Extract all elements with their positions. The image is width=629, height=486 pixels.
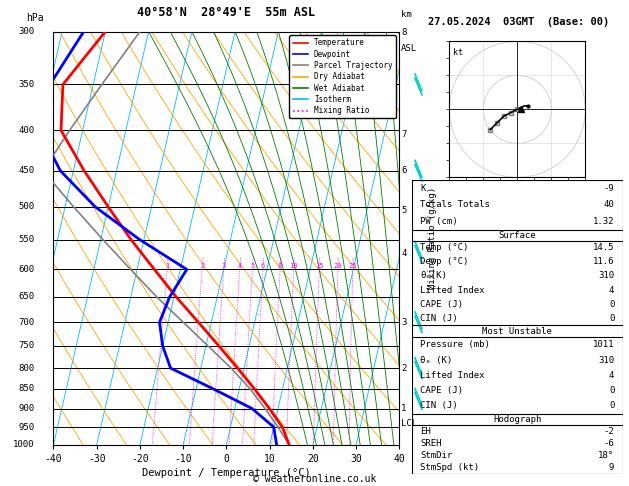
Text: Totals Totals: Totals Totals (420, 200, 490, 209)
X-axis label: Dewpoint / Temperature (°C): Dewpoint / Temperature (°C) (142, 468, 311, 478)
Text: LCL: LCL (401, 419, 417, 428)
Text: 900: 900 (18, 404, 35, 413)
Text: Most Unstable: Most Unstable (482, 327, 552, 336)
Text: kt: kt (453, 48, 463, 57)
Text: 1: 1 (165, 263, 169, 269)
Text: 6: 6 (401, 166, 406, 175)
Text: StmDir: StmDir (420, 451, 453, 460)
Text: 9: 9 (609, 463, 615, 472)
Text: 8: 8 (278, 263, 282, 269)
Text: θₑ(K): θₑ(K) (420, 272, 447, 280)
Text: 500: 500 (18, 202, 35, 211)
Text: PW (cm): PW (cm) (420, 217, 458, 226)
Text: 800: 800 (18, 364, 35, 373)
Text: 27.05.2024  03GMT  (Base: 00): 27.05.2024 03GMT (Base: 00) (428, 17, 610, 27)
Text: hPa: hPa (26, 13, 43, 23)
Text: 1: 1 (401, 404, 406, 413)
Text: 4: 4 (401, 248, 406, 258)
Text: 650: 650 (18, 293, 35, 301)
Text: Temp (°C): Temp (°C) (420, 243, 469, 252)
Legend: Temperature, Dewpoint, Parcel Trajectory, Dry Adiabat, Wet Adiabat, Isotherm, Mi: Temperature, Dewpoint, Parcel Trajectory… (289, 35, 396, 118)
Text: Mixing Ratio (g/kg): Mixing Ratio (g/kg) (428, 187, 437, 289)
Text: 8: 8 (401, 28, 406, 37)
Text: 25: 25 (348, 263, 357, 269)
Text: 2: 2 (200, 263, 204, 269)
Text: Hodograph: Hodograph (493, 415, 542, 424)
Text: 15: 15 (315, 263, 323, 269)
Text: 3: 3 (401, 318, 406, 327)
Text: km: km (401, 10, 412, 19)
Text: 950: 950 (18, 423, 35, 432)
Text: CIN (J): CIN (J) (420, 401, 458, 411)
Text: 10: 10 (289, 263, 298, 269)
Text: Surface: Surface (499, 231, 536, 240)
Text: 4: 4 (609, 286, 615, 295)
Text: 1000: 1000 (13, 440, 35, 449)
Text: -9: -9 (604, 184, 615, 192)
Text: 600: 600 (18, 265, 35, 274)
Text: 18°: 18° (598, 451, 615, 460)
Text: 6: 6 (261, 263, 265, 269)
Text: StmSpd (kt): StmSpd (kt) (420, 463, 479, 472)
Text: 3: 3 (221, 263, 226, 269)
Text: Lifted Index: Lifted Index (420, 286, 485, 295)
Text: SREH: SREH (420, 439, 442, 448)
Text: 2: 2 (401, 364, 406, 373)
Text: 1.32: 1.32 (593, 217, 615, 226)
Text: 350: 350 (18, 80, 35, 89)
Text: 1011: 1011 (593, 340, 615, 349)
Text: 550: 550 (18, 235, 35, 244)
Text: 0: 0 (609, 401, 615, 411)
Text: Pressure (mb): Pressure (mb) (420, 340, 490, 349)
Text: -6: -6 (604, 439, 615, 448)
Text: 310: 310 (598, 272, 615, 280)
Text: 0: 0 (609, 314, 615, 323)
Text: 40°58'N  28°49'E  55m ASL: 40°58'N 28°49'E 55m ASL (137, 6, 316, 19)
Text: -2: -2 (604, 427, 615, 436)
Text: 450: 450 (18, 166, 35, 175)
Text: 5: 5 (401, 206, 406, 215)
Text: Lifted Index: Lifted Index (420, 371, 485, 380)
Text: 700: 700 (18, 318, 35, 327)
Text: 4: 4 (609, 371, 615, 380)
Text: ASL: ASL (401, 44, 417, 53)
Text: CIN (J): CIN (J) (420, 314, 458, 323)
Text: 750: 750 (18, 342, 35, 350)
Text: 0: 0 (609, 386, 615, 395)
Text: 11.6: 11.6 (593, 258, 615, 266)
Text: 300: 300 (18, 27, 35, 36)
Text: Dewp (°C): Dewp (°C) (420, 258, 469, 266)
Text: 310: 310 (598, 356, 615, 364)
Text: CAPE (J): CAPE (J) (420, 386, 464, 395)
Text: 850: 850 (18, 384, 35, 394)
Text: K: K (420, 184, 426, 192)
Text: 400: 400 (18, 126, 35, 135)
Text: 5: 5 (250, 263, 255, 269)
Text: EH: EH (420, 427, 431, 436)
Text: CAPE (J): CAPE (J) (420, 300, 464, 309)
Text: © weatheronline.co.uk: © weatheronline.co.uk (253, 473, 376, 484)
Text: 7: 7 (401, 130, 406, 139)
Text: 4: 4 (238, 263, 242, 269)
Text: 14.5: 14.5 (593, 243, 615, 252)
Text: 20: 20 (333, 263, 342, 269)
Text: 0: 0 (609, 300, 615, 309)
Text: 40: 40 (604, 200, 615, 209)
Text: θₑ (K): θₑ (K) (420, 356, 453, 364)
